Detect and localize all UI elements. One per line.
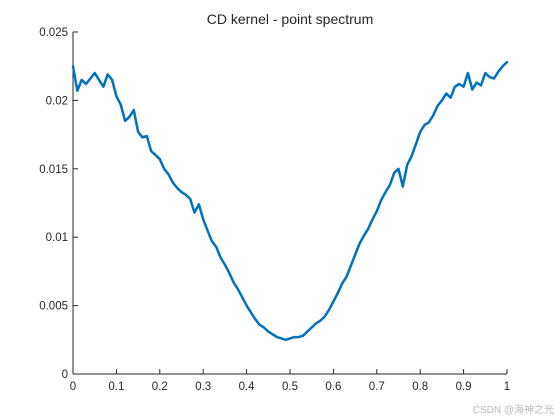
y-tick-label: 0.02 [46,95,68,107]
x-tick-label: 0.4 [239,381,256,393]
x-tick-label: 1 [504,381,510,393]
y-axis-ticks: 0 0.005 0.01 0.015 0.02 0.025 [39,27,78,381]
x-axis-ticks: 0 0.1 0.2 0.3 0.4 0.5 0.6 0.7 0.8 0.9 1 [70,369,510,393]
x-tick-label: 0.1 [108,381,124,393]
y-tick-label: 0 [62,369,68,381]
x-tick-label: 0.5 [282,381,298,393]
y-tick-label: 0.005 [39,301,68,313]
x-tick-label: 0.8 [412,381,428,393]
y-tick-label: 0.01 [46,232,68,244]
x-tick-label: 0.6 [325,381,341,393]
x-tick-label: 0.7 [369,381,385,393]
x-tick-label: 0 [70,381,76,393]
chart-title: CD kernel - point spectrum [207,11,374,27]
y-tick-label: 0.025 [39,27,68,39]
series-line-0 [71,60,509,342]
x-tick-label: 0.9 [456,381,472,393]
plot-area [71,60,509,342]
watermark-text: CSDN @海神之光 [473,403,554,416]
x-tick-label: 0.3 [195,381,211,393]
x-tick-label: 0.2 [152,381,168,393]
y-tick-label: 0.015 [39,164,68,176]
